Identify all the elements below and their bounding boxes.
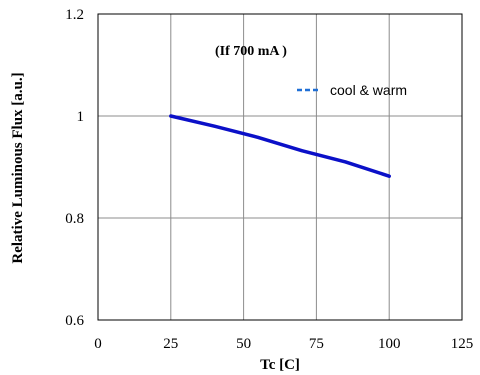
data-point <box>256 135 260 139</box>
series <box>169 114 391 178</box>
y-tick-label: 1.2 <box>65 7 84 23</box>
x-tick-label: 50 <box>236 336 251 352</box>
condition-annotation: (If 700 mA ) <box>215 44 287 59</box>
plot-frame <box>97 13 463 321</box>
data-point <box>212 124 216 128</box>
data-point <box>169 114 173 118</box>
data-point <box>300 149 304 153</box>
legend: cool & warm <box>297 82 407 98</box>
y-tick-label: 0.8 <box>65 211 84 227</box>
x-tick-label: 125 <box>451 336 474 352</box>
x-axis-label: Tc [C] <box>260 357 300 373</box>
series-line <box>169 114 391 178</box>
tick-labels: 0 25 50 75 100 125 0.6 0.8 1 1.2 <box>65 7 473 352</box>
y-axis-label: Relative Luminous Flux [a.u.] <box>10 72 26 263</box>
y-tick-label: 1 <box>77 109 85 125</box>
x-tick-label: 0 <box>94 336 102 352</box>
x-tick-label: 100 <box>378 336 401 352</box>
x-tick-label: 25 <box>163 336 178 352</box>
grid <box>98 14 462 320</box>
data-point <box>387 174 391 178</box>
y-tick-label: 0.6 <box>65 313 84 329</box>
legend-label: cool & warm <box>330 82 407 98</box>
data-point <box>344 160 348 164</box>
x-tick-label: 75 <box>309 336 324 352</box>
